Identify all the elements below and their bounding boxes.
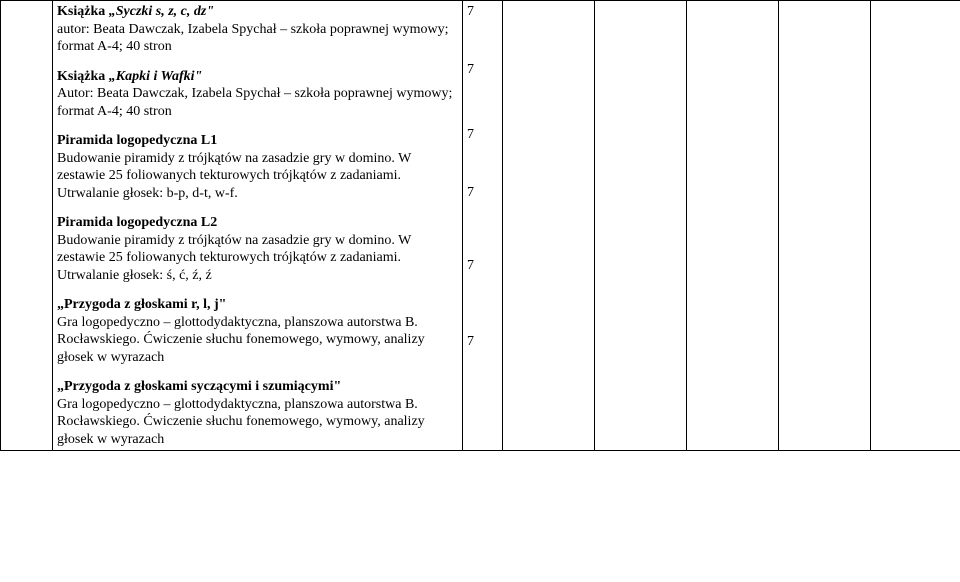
item-block: „Przygoda z głoskami syczącymi i szumiąc… — [57, 378, 458, 448]
book-title: „Syczki s, z, c, dz" — [109, 4, 214, 19]
book-title: „Kapki i Wafki" — [109, 69, 203, 84]
item-block: Książka „Kapki i Wafki" Autor: Beata Daw… — [57, 68, 458, 121]
item-block: Piramida logopedyczna L1 Budowanie piram… — [57, 132, 458, 202]
item-desc: Gra logopedyczno – glottodydaktyczna, pl… — [57, 315, 425, 365]
qty-value: 7 — [467, 61, 498, 79]
qty-value: 7 — [467, 184, 498, 202]
item-desc: Budowanie piramidy z trójkątów na zasadz… — [57, 233, 411, 283]
cell-quantity: 7 7 7 7 7 7 — [463, 1, 503, 451]
cell-col6 — [779, 1, 871, 451]
qty-value: 7 — [467, 3, 498, 21]
item-title: Piramida logopedyczna L2 — [57, 215, 217, 230]
item-title: „Przygoda z głoskami r, l, j" — [57, 297, 226, 312]
cell-col7 — [871, 1, 960, 451]
cell-col0 — [1, 1, 53, 451]
qty-value: 7 — [467, 257, 498, 275]
qty-value: 7 — [467, 126, 498, 144]
book-label: Książka — [57, 69, 109, 84]
item-block: Książka „Syczki s, z, c, dz" autor: Beat… — [57, 3, 458, 56]
item-title: „Przygoda z głoskami syczącymi i szumiąc… — [57, 379, 341, 394]
table-row: Książka „Syczki s, z, c, dz" autor: Beat… — [1, 1, 960, 451]
document-table: Książka „Syczki s, z, c, dz" autor: Beat… — [0, 0, 960, 451]
cell-col3 — [503, 1, 595, 451]
item-block: Piramida logopedyczna L2 Budowanie piram… — [57, 214, 458, 284]
book-desc: autor: Beata Dawczak, Izabela Spychał – … — [57, 22, 448, 55]
item-title: Piramida logopedyczna L1 — [57, 133, 217, 148]
item-desc: Budowanie piramidy z trójkątów na zasadz… — [57, 151, 411, 201]
cell-description: Książka „Syczki s, z, c, dz" autor: Beat… — [53, 1, 463, 451]
book-desc: Autor: Beata Dawczak, Izabela Spychał – … — [57, 86, 452, 119]
item-desc: Gra logopedyczno – glottodydaktyczna, pl… — [57, 397, 425, 447]
qty-value: 7 — [467, 333, 498, 351]
cell-col5 — [687, 1, 779, 451]
item-block: „Przygoda z głoskami r, l, j" Gra logope… — [57, 296, 458, 366]
cell-col4 — [595, 1, 687, 451]
book-label: Książka — [57, 4, 109, 19]
